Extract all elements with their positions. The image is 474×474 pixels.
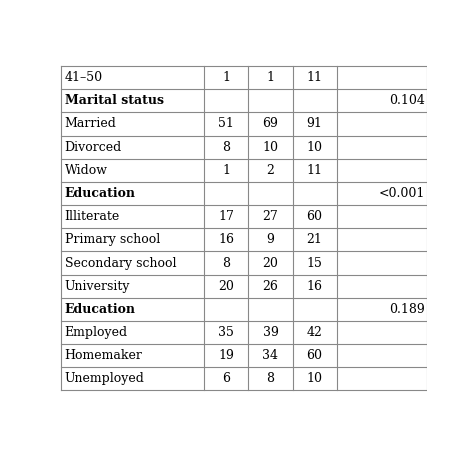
Text: Education: Education xyxy=(65,187,136,200)
Text: Widow: Widow xyxy=(65,164,108,177)
Text: Primary school: Primary school xyxy=(65,233,160,246)
Text: Unemployed: Unemployed xyxy=(65,373,145,385)
Text: 16: 16 xyxy=(219,233,235,246)
Text: Illiterate: Illiterate xyxy=(65,210,120,223)
Text: 17: 17 xyxy=(219,210,234,223)
Text: 91: 91 xyxy=(307,118,322,130)
Text: Employed: Employed xyxy=(65,326,128,339)
Text: 8: 8 xyxy=(266,373,274,385)
Text: 60: 60 xyxy=(307,210,323,223)
Text: 42: 42 xyxy=(307,326,322,339)
Text: 19: 19 xyxy=(219,349,234,362)
Text: 27: 27 xyxy=(263,210,278,223)
Text: Education: Education xyxy=(65,303,136,316)
Text: <0.001: <0.001 xyxy=(378,187,425,200)
Text: 11: 11 xyxy=(307,71,323,84)
Text: 21: 21 xyxy=(307,233,322,246)
Text: 1: 1 xyxy=(266,71,274,84)
Text: 34: 34 xyxy=(263,349,279,362)
Text: 35: 35 xyxy=(219,326,234,339)
Text: University: University xyxy=(65,280,130,292)
Text: 16: 16 xyxy=(307,280,323,292)
Text: Married: Married xyxy=(65,118,117,130)
Text: 20: 20 xyxy=(263,256,278,270)
Text: 2: 2 xyxy=(266,164,274,177)
Text: 10: 10 xyxy=(307,141,323,154)
Text: 39: 39 xyxy=(263,326,278,339)
Text: 9: 9 xyxy=(266,233,274,246)
Text: 8: 8 xyxy=(222,256,230,270)
Text: 0.189: 0.189 xyxy=(389,303,425,316)
Text: 41–50: 41–50 xyxy=(65,71,103,84)
Text: 1: 1 xyxy=(222,164,230,177)
Text: 0.104: 0.104 xyxy=(389,94,425,107)
Text: 1: 1 xyxy=(222,71,230,84)
Text: Marital status: Marital status xyxy=(65,94,164,107)
Text: 20: 20 xyxy=(219,280,234,292)
Text: 8: 8 xyxy=(222,141,230,154)
Text: 69: 69 xyxy=(263,118,278,130)
Text: Secondary school: Secondary school xyxy=(65,256,176,270)
Text: 26: 26 xyxy=(263,280,278,292)
Text: 15: 15 xyxy=(307,256,322,270)
Text: 6: 6 xyxy=(222,373,230,385)
Text: Homemaker: Homemaker xyxy=(65,349,143,362)
Text: 10: 10 xyxy=(263,141,279,154)
Text: 10: 10 xyxy=(307,373,323,385)
Text: Divorced: Divorced xyxy=(65,141,122,154)
Text: 11: 11 xyxy=(307,164,323,177)
Text: 51: 51 xyxy=(219,118,234,130)
Text: 60: 60 xyxy=(307,349,323,362)
